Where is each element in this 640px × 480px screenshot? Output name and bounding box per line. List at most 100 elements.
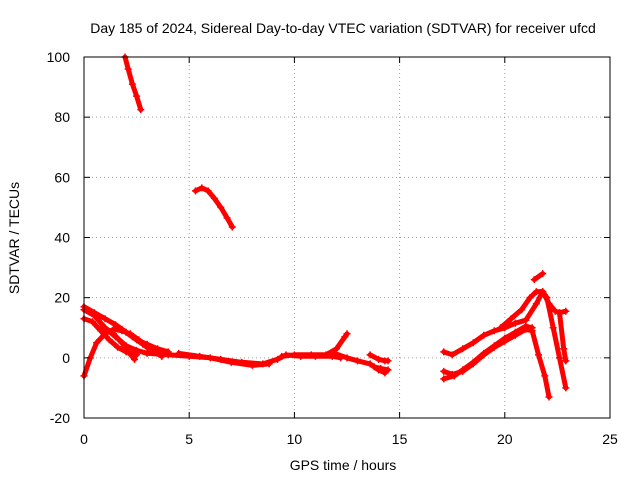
data-point-marker [556, 354, 564, 362]
data-point-marker [322, 351, 330, 359]
data-point-marker [112, 321, 120, 329]
y-tick-label: 80 [54, 109, 70, 125]
data-point-marker [469, 358, 477, 366]
data-point-marker [124, 348, 132, 356]
data-point-marker [384, 357, 392, 365]
data-point-marker [518, 306, 526, 314]
data-point-marker [480, 349, 488, 357]
data-point-marker [526, 294, 534, 302]
data-point-marker [330, 349, 338, 357]
data-point-marker [210, 194, 218, 202]
data-point-marker [377, 364, 385, 372]
data-point-marker [450, 372, 458, 380]
data-point-marker [530, 276, 538, 284]
data-point-marker [448, 351, 456, 359]
data-point-marker [124, 65, 132, 73]
data-point-marker [539, 288, 547, 296]
data-point-marker [532, 300, 540, 308]
data-point-marker [497, 324, 505, 332]
data-point-marker [549, 324, 557, 332]
data-point-marker [370, 363, 378, 371]
y-axis-label: SDTVAR / TECUs [6, 182, 22, 294]
data-point-marker [228, 223, 236, 231]
data-point-marker [128, 333, 136, 341]
data-point-marker [562, 357, 570, 365]
data-point-marker [459, 366, 467, 374]
data-point-marker [332, 345, 340, 353]
data-point-marker [562, 307, 570, 315]
data-point-marker [507, 315, 515, 323]
data-series [80, 53, 570, 401]
y-tick-label: 40 [54, 230, 70, 246]
y-tick-label: -20 [50, 410, 70, 426]
data-point-marker [259, 360, 267, 368]
data-point-marker [130, 355, 138, 363]
data-point-marker [343, 354, 351, 362]
y-tick-label: 60 [54, 169, 70, 185]
data-point-marker [105, 336, 113, 344]
data-point-marker [128, 80, 136, 88]
data-point-marker [366, 351, 374, 359]
data-point-marker [223, 214, 231, 222]
data-point-marker [133, 351, 141, 359]
data-point-marker [556, 309, 564, 317]
chart-title: Day 185 of 2024, Sidereal Day-to-day VTE… [90, 20, 596, 36]
x-tick-label: 20 [497, 431, 513, 447]
data-point-marker [198, 184, 206, 192]
data-point-marker [366, 360, 374, 368]
x-tick-label: 15 [392, 431, 408, 447]
data-point-marker [490, 327, 498, 335]
data-point-marker [560, 345, 568, 353]
data-point-marker [149, 348, 157, 356]
data-point-marker [501, 334, 509, 342]
data-point-marker [91, 309, 99, 317]
x-tick-label: 5 [185, 431, 193, 447]
data-point-marker [440, 367, 448, 375]
data-point-marker [384, 366, 392, 374]
data-point-marker [440, 375, 448, 383]
data-point-marker [274, 355, 282, 363]
data-point-marker [238, 358, 246, 366]
data-point-marker [204, 187, 212, 195]
data-point-marker [99, 322, 107, 330]
data-point-marker [93, 339, 101, 347]
data-point-marker [522, 316, 530, 324]
data-point-marker [109, 330, 117, 338]
data-point-marker [133, 92, 141, 100]
data-point-marker [469, 339, 477, 347]
data-point-marker [354, 357, 362, 365]
data-point-marker [541, 372, 549, 380]
data-point-marker [545, 300, 553, 308]
x-axis-label: GPS time / hours [290, 457, 397, 473]
data-point-marker [137, 106, 145, 114]
data-point-marker [139, 340, 147, 348]
data-point-marker [480, 331, 488, 339]
data-point-marker [143, 349, 151, 357]
data-point-marker [511, 319, 519, 327]
data-point-marker [539, 270, 547, 278]
x-tick-label: 25 [602, 431, 618, 447]
data-point-marker [343, 330, 351, 338]
data-point-marker [192, 187, 200, 195]
data-point-marker [522, 322, 530, 330]
data-point-marker [118, 339, 126, 347]
x-tick-label: 10 [287, 431, 303, 447]
axis-ticks: 0 5 10 15 20 25 -20 0 20 40 60 80 100 [47, 49, 618, 447]
data-point-marker [158, 352, 166, 360]
data-point-marker [562, 384, 570, 392]
series-track-p [531, 271, 546, 283]
y-tick-label: 0 [62, 350, 70, 366]
y-tick-label: 20 [54, 290, 70, 306]
data-point-marker [101, 315, 109, 323]
data-point-marker [88, 318, 96, 326]
data-point-marker [175, 349, 183, 357]
data-point-marker [375, 355, 383, 363]
data-point-marker [278, 352, 286, 360]
data-point-marker [511, 328, 519, 336]
x-tick-label: 0 [80, 431, 88, 447]
data-point-marker [490, 342, 498, 350]
data-point-marker [307, 351, 315, 359]
data-point-marker [545, 393, 553, 401]
